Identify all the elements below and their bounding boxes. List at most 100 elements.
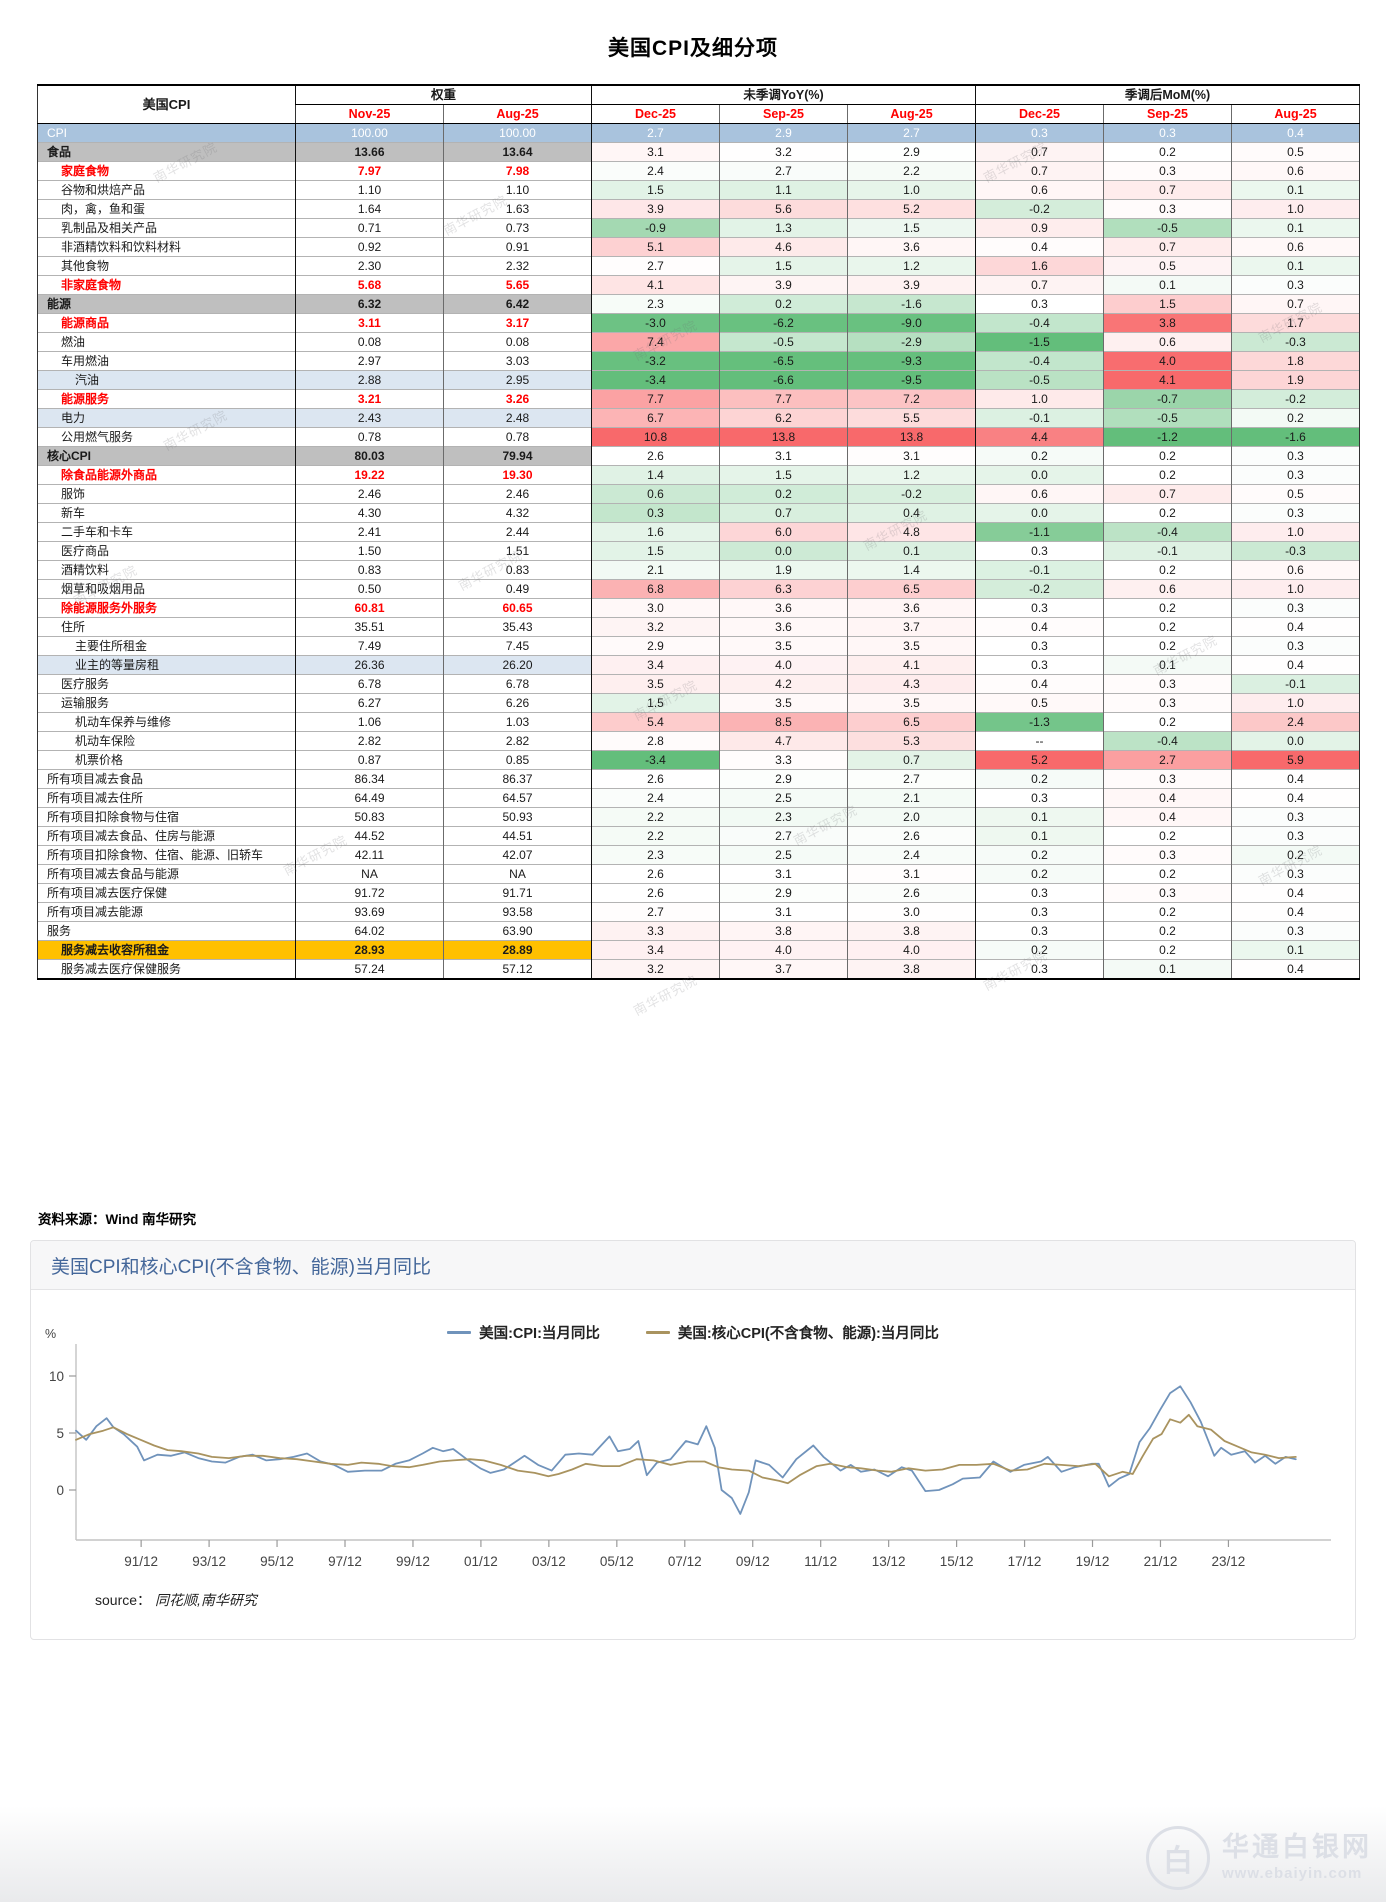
value-cell: 2.7 (847, 769, 976, 789)
table-row: 除食品能源外商品 19.22 19.30 1.4 1.5 1.2 0.0 0.2 0.3 (37, 465, 1361, 485)
value-cell: 2.4 (591, 161, 720, 181)
y-tick-label: 0 (56, 1483, 64, 1498)
row-label: 所有项目扣除食物与住宿 (37, 807, 296, 827)
weight-cell: 2.46 (442, 484, 592, 504)
value-cell: 5.2 (847, 199, 976, 219)
value-cell: -6.2 (719, 313, 848, 333)
chart-source-prefix: source： (95, 1592, 152, 1608)
chart-body: % 0 5 10 91/12 93/12 95/12 97/12 99/12 01/12 03/12… (31, 1290, 1355, 1640)
value-cell: 1.0 (1231, 579, 1361, 599)
table-corner-header: 美国CPI (37, 84, 296, 124)
value-cell: 1.4 (847, 560, 976, 580)
col-header-yoy-aug25: Aug-25 (847, 104, 976, 124)
weight-cell: 93.58 (442, 902, 592, 922)
value-cell: 0.3 (1231, 864, 1361, 884)
value-cell: 0.4 (1231, 123, 1361, 143)
chart-source-note: source： 同花顺,南华研究 (95, 1590, 257, 1610)
weight-cell: 19.22 (295, 465, 444, 485)
x-tick-label: 97/12 (328, 1554, 362, 1569)
row-label: 家庭食物 (37, 161, 296, 181)
value-cell: 2.1 (847, 788, 976, 808)
value-cell: 4.4 (975, 427, 1104, 447)
value-cell: -3.4 (591, 370, 720, 390)
x-tick-label: 07/12 (668, 1554, 702, 1569)
value-cell: 1.6 (591, 522, 720, 542)
weight-cell: 1.64 (295, 199, 444, 219)
value-cell: -0.1 (1103, 541, 1232, 561)
value-cell: 0.3 (1103, 769, 1232, 789)
x-tick-label: 93/12 (192, 1554, 226, 1569)
value-cell: 0.7 (847, 750, 976, 770)
line-chart: % 0 5 10 91/12 93/12 95/12 97/12 99/12 01/12 03/12… (45, 1327, 1331, 1569)
value-cell: 2.1 (591, 560, 720, 580)
table-row: 新车 4.30 4.32 0.3 0.7 0.4 0.0 0.2 0.3 (37, 503, 1361, 523)
row-label: 机票价格 (37, 750, 296, 770)
weight-cell: 7.98 (442, 161, 592, 181)
row-label: 住所 (37, 617, 296, 637)
value-cell: -0.4 (1103, 522, 1232, 542)
weight-cell: 2.32 (442, 256, 592, 276)
value-cell: 7.7 (591, 389, 720, 409)
weight-cell: 50.93 (442, 807, 592, 827)
value-cell: 1.5 (591, 541, 720, 561)
value-cell: 2.9 (847, 142, 976, 162)
value-cell: 7.4 (591, 332, 720, 352)
row-label: 服饰 (37, 484, 296, 504)
value-cell: 2.6 (591, 769, 720, 789)
value-cell: 6.7 (591, 408, 720, 428)
value-cell: 2.2 (847, 161, 976, 181)
row-label: 所有项目减去食品 (37, 769, 296, 789)
value-cell: 2.6 (847, 883, 976, 903)
value-cell: 2.9 (719, 123, 848, 143)
weight-cell: 1.10 (295, 180, 444, 200)
value-cell: 0.2 (1103, 446, 1232, 466)
value-cell: 0.1 (975, 826, 1104, 846)
value-cell: -0.4 (1103, 731, 1232, 751)
value-cell: 2.2 (591, 826, 720, 846)
value-cell: 0.6 (975, 484, 1104, 504)
table-row: 乳制品及相关产品 0.71 0.73 -0.9 1.3 1.5 0.9 -0.5 0.1 (37, 218, 1361, 238)
value-cell: 3.1 (719, 446, 848, 466)
value-cell: 0.1 (1231, 256, 1361, 276)
weight-cell: 3.17 (442, 313, 592, 333)
row-label: 能源服务 (37, 389, 296, 409)
value-cell: 1.5 (719, 256, 848, 276)
table-row: 所有项目扣除食物、住宿、能源、旧轿车 42.11 42.07 2.3 2.5 2.4 0.2… (37, 845, 1361, 865)
value-cell: 0.2 (1103, 940, 1232, 960)
weight-cell: 2.97 (295, 351, 444, 371)
row-label: 所有项目减去能源 (37, 902, 296, 922)
value-cell: 3.7 (847, 617, 976, 637)
weight-cell: 3.03 (442, 351, 592, 371)
value-cell: 0.2 (1103, 712, 1232, 732)
value-cell: 0.1 (1231, 218, 1361, 238)
table-row: 能源服务 3.21 3.26 7.7 7.7 7.2 1.0 -0.7 -0.2 (37, 389, 1361, 409)
footer-band (0, 1806, 1386, 1902)
cpi-table: 美国CPI 权重 未季调YoY(%) 季调后MoM(%) Nov-25 Aug-… (37, 84, 1361, 980)
weight-cell: 0.73 (442, 218, 592, 238)
value-cell: 0.7 (1103, 484, 1232, 504)
value-cell: 0.2 (1103, 503, 1232, 523)
y-tick-label: 10 (49, 1369, 64, 1384)
weight-cell: 44.52 (295, 826, 444, 846)
table-row: 非酒精饮料和饮料材料 0.92 0.91 5.1 4.6 3.6 0.4 0.7 0.6 (37, 237, 1361, 257)
chart-title: 美国CPI和核心CPI(不含食物、能源)当月同比 (31, 1241, 1355, 1290)
weight-cell: 0.91 (442, 237, 592, 257)
value-cell: 0.3 (1103, 693, 1232, 713)
value-cell: -1.5 (975, 332, 1104, 352)
weight-cell: 44.51 (442, 826, 592, 846)
x-tick-label: 99/12 (396, 1554, 430, 1569)
value-cell: 2.7 (1103, 750, 1232, 770)
table-row: 机动车保险 2.82 2.82 2.8 4.7 5.3 -- -0.4 0.0 (37, 731, 1361, 751)
weight-cell: 4.32 (442, 503, 592, 523)
weight-cell: 79.94 (442, 446, 592, 466)
value-cell: 0.3 (1231, 446, 1361, 466)
weight-cell: 0.78 (295, 427, 444, 447)
page-title: 美国CPI及细分项 (607, 37, 778, 60)
value-cell: 0.2 (1103, 826, 1232, 846)
value-cell: 0.3 (975, 788, 1104, 808)
value-cell: 2.9 (719, 769, 848, 789)
value-cell: -1.6 (1231, 427, 1361, 447)
value-cell: 5.3 (847, 731, 976, 751)
value-cell: 3.7 (719, 959, 848, 979)
value-cell: 0.6 (591, 484, 720, 504)
